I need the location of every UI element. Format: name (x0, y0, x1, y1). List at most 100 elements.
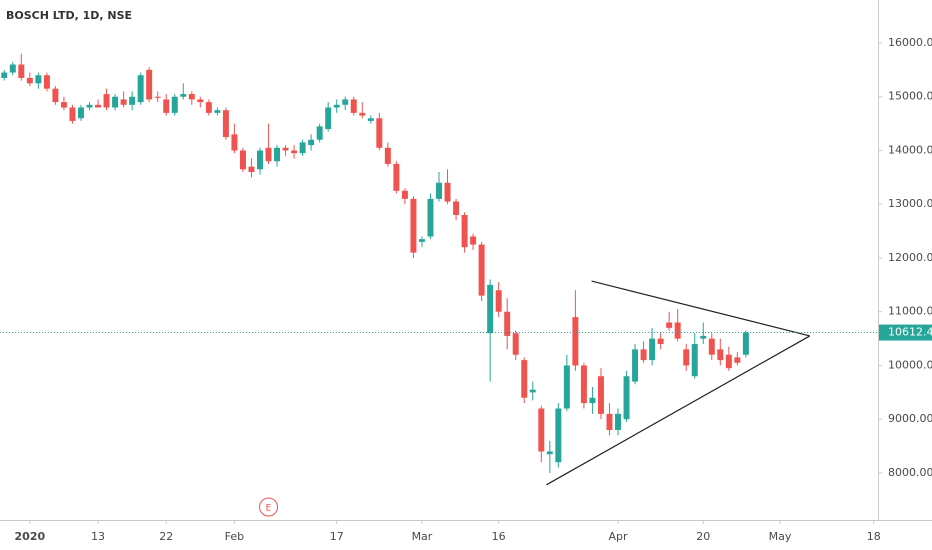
candle-body (487, 284, 494, 334)
candle-body (529, 389, 536, 393)
candle-body (171, 96, 178, 113)
candle-body (674, 322, 681, 339)
candle-body (478, 244, 485, 296)
candle-body (129, 96, 136, 105)
candle-body (725, 354, 732, 369)
candle-body (69, 107, 76, 121)
candle-body (214, 110, 221, 113)
candle-body (563, 365, 570, 409)
x-tick-label: Mar (412, 530, 433, 543)
candle-body (308, 139, 315, 146)
x-tick-label: 2020 (15, 530, 46, 543)
candle-body (606, 413, 613, 430)
x-tick-label: Feb (225, 530, 244, 543)
candle-body (120, 99, 127, 105)
candle-body (632, 349, 639, 382)
candle-body (436, 182, 442, 199)
candle-body (393, 163, 400, 191)
candle-body (384, 147, 391, 164)
candle-body (52, 88, 59, 103)
candle-body (1, 72, 8, 78)
candle-body (239, 150, 246, 170)
trend-line (546, 335, 811, 486)
candle-body (666, 322, 673, 328)
candle-body (18, 64, 25, 78)
candle-body (640, 349, 647, 361)
candle-body (657, 338, 664, 344)
candle-body (163, 99, 170, 113)
x-tick-label: May (769, 530, 792, 543)
y-tick-label: 11000.00 (888, 305, 932, 318)
candle-body (589, 397, 596, 404)
candle-body (231, 134, 238, 151)
x-tick-label: 17 (330, 530, 344, 543)
candle-body (427, 198, 434, 237)
candle-body (154, 96, 161, 98)
candle-body (742, 332, 749, 355)
candle-body (580, 365, 587, 404)
candle-body (350, 99, 357, 113)
x-tick-label: 13 (91, 530, 105, 543)
candle-body (180, 94, 187, 97)
candle-body (734, 357, 741, 363)
y-tick-label: 13000.00 (888, 197, 932, 210)
candle-body (461, 214, 468, 248)
candle-body (95, 104, 102, 108)
candle-body (418, 239, 425, 242)
candle-body (188, 94, 195, 100)
candle-body (197, 99, 204, 103)
candle-body (35, 75, 42, 84)
y-tick-label: 10000.00 (888, 358, 932, 371)
candle-body (316, 126, 323, 140)
candle-body (112, 96, 119, 108)
x-tick-label: 16 (492, 530, 506, 543)
candle-body (572, 317, 579, 366)
candle-body (222, 110, 229, 138)
x-tick-label: 18 (867, 530, 881, 543)
candle-body (77, 107, 84, 119)
candle-body (86, 104, 93, 108)
candle-body (282, 147, 289, 151)
candle-body (700, 335, 707, 339)
y-tick-label: 12000.00 (888, 251, 932, 264)
y-tick-label: 16000.00 (888, 36, 932, 49)
candle-body (137, 75, 144, 103)
candle-body (708, 338, 715, 355)
candle-body (205, 102, 212, 113)
candle-body (265, 147, 272, 162)
candle-body (504, 311, 511, 336)
candle-body (342, 99, 349, 105)
candle-body (410, 198, 417, 253)
candle-body (717, 349, 724, 361)
candle-body (9, 64, 16, 73)
candle-body (623, 376, 630, 420)
candle-body (376, 118, 383, 148)
x-tick-label: Apr (608, 530, 628, 543)
y-tick-label: 8000.00 (888, 466, 932, 479)
candle-body (103, 94, 110, 108)
candle-body (512, 333, 519, 355)
candle-body (299, 142, 306, 154)
y-tick-label: 14000.00 (888, 143, 932, 156)
x-tick-label: 22 (159, 530, 173, 543)
candle-body (367, 118, 374, 121)
candle-body (470, 236, 477, 245)
candle-body (26, 77, 33, 84)
candle-body (453, 201, 460, 215)
candle-body (325, 107, 332, 129)
candle-body (401, 190, 408, 199)
candle-body (257, 150, 263, 170)
candle-body (683, 349, 690, 366)
y-tick-label: 15000.00 (888, 90, 932, 103)
candle-body (597, 376, 604, 414)
candle-body (615, 413, 621, 430)
candle-body (555, 408, 562, 463)
y-tick-label: 9000.00 (888, 412, 932, 425)
candle-body (521, 360, 528, 398)
trend-line (591, 280, 810, 337)
candle-body (649, 338, 656, 361)
candle-body (546, 451, 553, 455)
last-price-box (879, 324, 932, 341)
